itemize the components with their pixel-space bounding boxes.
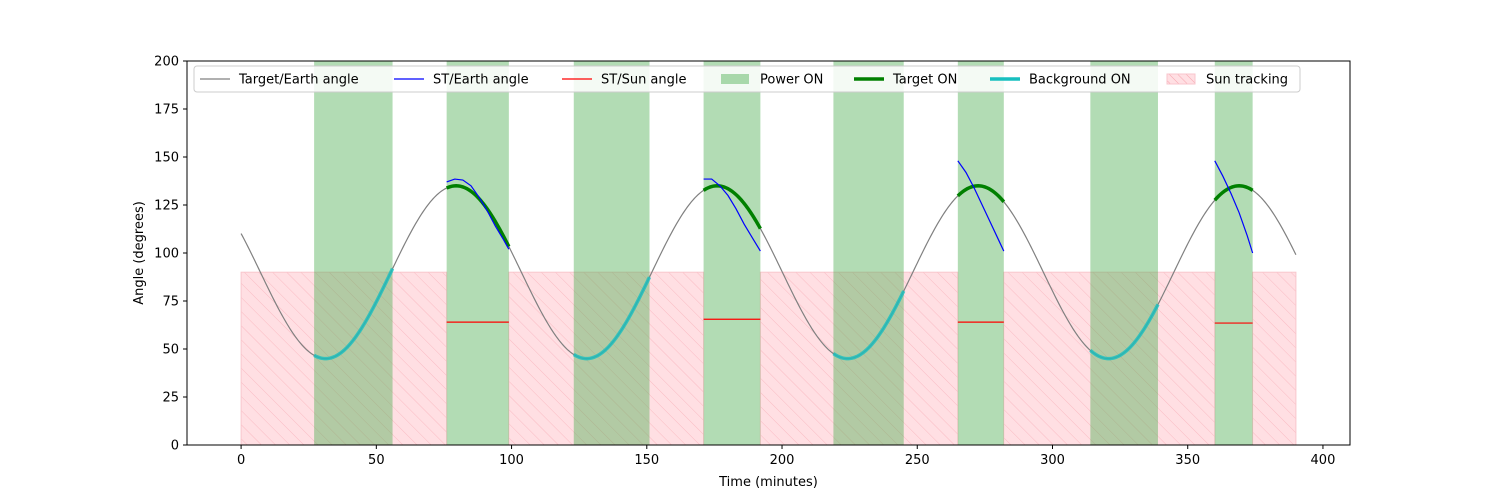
target-on-segment xyxy=(445,184,511,248)
sun-tracking-region xyxy=(1252,271,1297,445)
y-tick-label: 75 xyxy=(162,295,179,310)
power-on-span xyxy=(957,61,1004,445)
x-tick-label: 350 xyxy=(1175,453,1200,468)
legend-label: Target ON xyxy=(892,73,957,88)
x-tick-label: 200 xyxy=(770,453,795,468)
y-tick-label: 100 xyxy=(154,247,179,262)
target-on-segment xyxy=(702,184,762,230)
sun-tracking-region xyxy=(240,271,448,445)
background-on-segment xyxy=(832,290,906,361)
legend-patch-swatch xyxy=(721,74,749,84)
background-on-segment xyxy=(1089,303,1160,361)
y-tick-label: 50 xyxy=(162,343,179,358)
x-axis-label: Time (minutes) xyxy=(718,475,818,490)
st-earth-angle-line xyxy=(1214,160,1254,254)
power-on-span xyxy=(703,61,761,445)
sun-tracking-region xyxy=(508,271,705,445)
st-earth-angle-line xyxy=(957,160,1005,252)
legend: Target/Earth angle ST/Earth angle ST/Sun a… xyxy=(193,65,1301,93)
y-tick-label: 0 xyxy=(171,439,179,454)
st-earth-angle-line xyxy=(446,178,510,250)
axes-layer: 0 50 100 150 200 250 300 350 400 0 25 50 75 100 125 150… xyxy=(154,55,1351,468)
background-on-segment xyxy=(313,267,395,361)
legend-item: ST/Earth angle xyxy=(394,73,529,88)
y-tick-label: 150 xyxy=(154,151,179,166)
power-on-span xyxy=(314,61,393,445)
power-on-span xyxy=(1090,61,1158,445)
legend-patch-swatch xyxy=(1166,73,1196,85)
legend-label: Target/Earth angle xyxy=(238,73,359,88)
x-tick-label: 50 xyxy=(368,453,385,468)
x-tick-label: 100 xyxy=(499,453,524,468)
y-tick-label: 200 xyxy=(154,55,179,70)
legend-item: Sun tracking xyxy=(1166,73,1288,88)
legend-label: ST/Sun angle xyxy=(601,73,687,88)
legend-label: Sun tracking xyxy=(1206,73,1288,88)
legend-item: ST/Sun angle xyxy=(562,73,687,88)
power-on-span xyxy=(573,61,650,445)
line-layer xyxy=(240,160,1297,361)
sun-tracking-region xyxy=(759,271,959,445)
x-tick-label: 400 xyxy=(1311,453,1336,468)
y-tick-label: 25 xyxy=(162,391,179,406)
legend-label: ST/Earth angle xyxy=(433,73,529,88)
background-on-segment xyxy=(572,276,652,361)
y-axis-label: Angle (degrees) xyxy=(132,201,147,305)
power-on-span xyxy=(1214,61,1253,445)
y-tick-label: 125 xyxy=(154,199,179,214)
legend-item: Power ON xyxy=(721,73,823,88)
power-on-span xyxy=(446,61,509,445)
patch-layer xyxy=(240,61,1297,445)
legend-label: Background ON xyxy=(1029,73,1131,88)
legend-label: Power ON xyxy=(760,73,823,88)
target-on-segment xyxy=(956,184,1006,203)
y-tick-label: 175 xyxy=(154,103,179,118)
x-tick-label: 250 xyxy=(905,453,930,468)
target-on-segment xyxy=(1213,184,1254,202)
x-tick-label: 0 xyxy=(237,453,245,468)
st-earth-angle-line xyxy=(703,178,761,252)
x-tick-label: 150 xyxy=(634,453,659,468)
x-tick-label: 300 xyxy=(1040,453,1065,468)
legend-item: Background ON xyxy=(990,73,1131,88)
legend-box xyxy=(193,65,1301,93)
legend-item: Target/Earth angle xyxy=(200,73,359,88)
power-on-span xyxy=(833,61,904,445)
legend-item: Target ON xyxy=(854,73,957,88)
